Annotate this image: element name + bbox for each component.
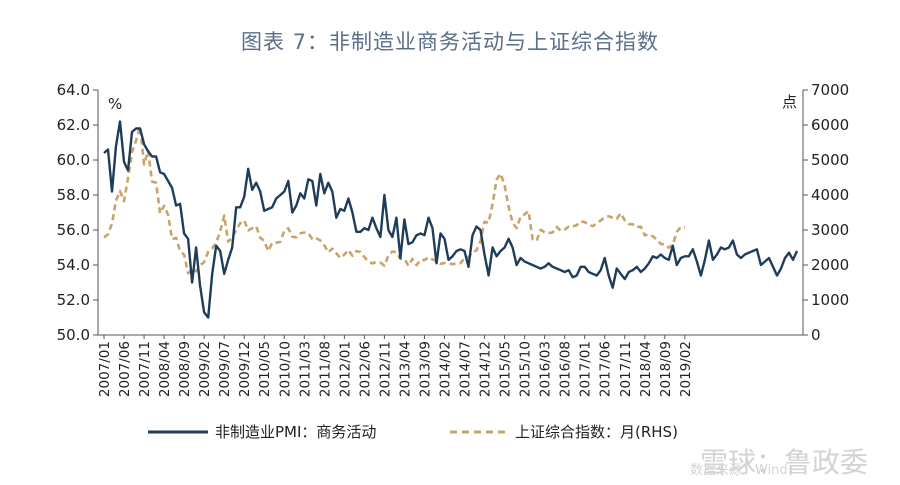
left-tick-label: 62.0 — [57, 116, 90, 134]
x-tick-label: 2008/09 — [177, 341, 193, 397]
right-tick-label: 2000 — [811, 256, 849, 274]
x-tick-label: 2019/02 — [678, 341, 694, 397]
right-tick-label: 6000 — [811, 116, 849, 134]
left-tick-label: 52.0 — [57, 291, 90, 309]
pmi-series-line — [103, 120, 799, 319]
right-tick-label: 1000 — [811, 291, 849, 309]
left-tick-label: 54.0 — [57, 256, 90, 274]
left-tick-label: 56.0 — [57, 221, 90, 239]
watermark-small-text: 数据来源：Wind， — [690, 463, 801, 478]
left-unit-label: % — [108, 95, 122, 113]
chart-title: 图表 7：非制造业商务活动与上证综合指数 — [240, 30, 660, 54]
series-layer — [103, 120, 799, 319]
x-tick-label: 2008/04 — [157, 341, 173, 397]
right-tick-label: 7000 — [811, 81, 849, 99]
right-unit-label: 点 — [782, 93, 797, 111]
x-tick-label: 2010/10 — [277, 341, 293, 397]
x-tick-label: 2012/01 — [337, 341, 353, 397]
x-tick-label: 2007/01 — [97, 341, 113, 397]
x-tick-label: 2014/12 — [478, 341, 494, 397]
x-tick-label: 2015/10 — [518, 341, 534, 397]
right-tick-label: 3000 — [811, 221, 849, 239]
left-y-ticks: 50.0 52.0 54.0 56.0 58.0 60.0 62.0 64.0 — [57, 81, 98, 344]
x-tick-label: 2012/06 — [357, 341, 373, 397]
left-tick-label: 64.0 — [57, 81, 90, 99]
right-tick-label: 5000 — [811, 151, 849, 169]
legend-label-index: 上证综合指数：月(RHS) — [515, 423, 678, 441]
x-ticks: 2007/01 2007/06 2007/11 2008/04 2008/09 2009/… — [97, 335, 694, 397]
right-y-ticks: 0 1000 2000 3000 4000 5000 6000 7000 — [803, 81, 849, 344]
index-series-line — [103, 125, 685, 275]
legend-label-pmi: 非制造业PMI：商务活动 — [215, 423, 376, 441]
x-tick-label: 2018/04 — [638, 341, 654, 397]
x-tick-label: 2009/07 — [217, 341, 233, 397]
chart-axes — [97, 90, 804, 336]
x-tick-label: 2016/08 — [558, 341, 574, 397]
x-tick-label: 2009/02 — [197, 341, 213, 397]
x-tick-label: 2015/05 — [498, 341, 514, 397]
x-tick-label: 2013/09 — [417, 341, 433, 397]
x-tick-label: 2011/03 — [297, 341, 313, 397]
x-tick-label: 2009/12 — [237, 341, 253, 397]
x-tick-label: 2012/11 — [377, 341, 393, 397]
x-tick-label: 2014/02 — [437, 341, 453, 397]
watermark: 数据来源：Wind， 雪球：鲁政委 — [690, 446, 868, 479]
left-tick-label: 50.0 — [57, 326, 90, 344]
x-tick-label: 2013/04 — [397, 341, 413, 397]
x-tick-label: 2010/05 — [257, 341, 273, 397]
x-tick-label: 2014/07 — [458, 341, 474, 397]
x-tick-label: 2017/11 — [618, 341, 634, 397]
x-tick-label: 2017/06 — [598, 341, 614, 397]
right-tick-label: 0 — [811, 326, 821, 344]
watermark-text: 雪球：鲁政委 — [700, 446, 868, 479]
right-tick-label: 4000 — [811, 186, 849, 204]
left-tick-label: 58.0 — [57, 186, 90, 204]
x-tick-label: 2018/09 — [658, 341, 674, 397]
chart-legend: 非制造业PMI：商务活动 上证综合指数：月(RHS) — [148, 423, 678, 441]
x-tick-label: 2007/11 — [137, 341, 153, 397]
x-tick-label: 2007/06 — [117, 341, 133, 397]
x-tick-label: 2016/03 — [538, 341, 554, 397]
x-tick-label: 2011/08 — [317, 341, 333, 397]
left-tick-label: 60.0 — [57, 151, 90, 169]
x-tick-label: 2017/01 — [578, 341, 594, 397]
